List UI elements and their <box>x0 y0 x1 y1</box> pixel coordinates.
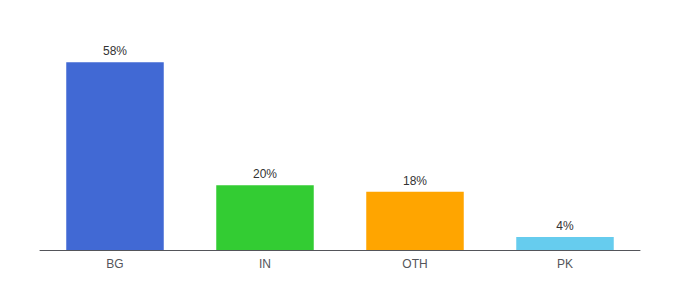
svg-text:4%: 4% <box>556 219 574 233</box>
svg-text:BG: BG <box>106 257 123 271</box>
svg-text:18%: 18% <box>403 174 427 188</box>
svg-text:20%: 20% <box>253 167 277 181</box>
svg-text:IN: IN <box>259 257 271 271</box>
svg-text:PK: PK <box>557 257 573 271</box>
svg-text:OTH: OTH <box>402 257 427 271</box>
svg-text:58%: 58% <box>103 44 127 58</box>
